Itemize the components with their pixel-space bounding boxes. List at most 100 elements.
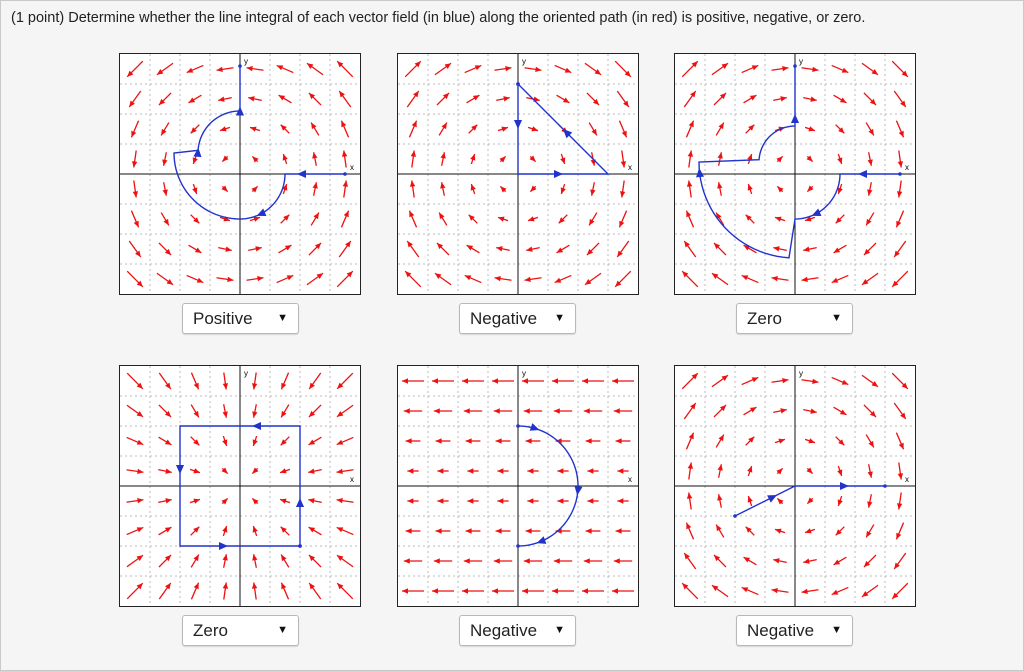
field-arrow-head [222, 411, 228, 418]
field-arrow-head [778, 438, 785, 444]
field-arrow-head [403, 408, 410, 414]
field-arrow-head [812, 378, 819, 385]
field-arrow-head [624, 70, 631, 77]
field-arrow-head [462, 378, 468, 384]
field-arrow-head [717, 494, 723, 501]
field-arrow-head [257, 275, 264, 282]
field-arrow-head [718, 122, 724, 130]
path-direction-arrow [513, 120, 523, 129]
field-arrow-head [837, 157, 843, 164]
field-arrow-head [470, 154, 476, 161]
field-arrow-head [833, 559, 841, 565]
field-arrow-head [501, 126, 508, 132]
field-arrow-head [164, 554, 172, 562]
field-arrow-head [434, 273, 442, 279]
field-arrow-head [691, 373, 698, 380]
field-arrow-head [497, 468, 504, 474]
field-arrow-head [252, 156, 259, 163]
field-arrow-head [620, 161, 627, 168]
field-arrow-head [898, 442, 904, 450]
field-arrow-head [221, 185, 228, 192]
field-arrow-head [402, 378, 408, 384]
field-arrow-head [495, 528, 502, 534]
field-arrow-head [717, 152, 723, 159]
path-direction-arrow [767, 495, 777, 503]
field-arrow-head [165, 498, 172, 504]
field-arrow-head [863, 560, 871, 568]
field-arrow-head [863, 248, 871, 256]
field-arrow-head [866, 218, 872, 226]
field-arrow-head [522, 378, 528, 384]
field-arrow-head [780, 96, 787, 102]
field-arrow-head [193, 526, 200, 533]
field-arrow-head [193, 468, 200, 474]
field-arrow-head [253, 216, 260, 222]
plot-2-canvas: xy [398, 54, 638, 294]
field-arrow-head [218, 96, 225, 102]
field-arrow-head [432, 588, 438, 594]
path-endpoint [516, 544, 520, 548]
field-arrow-head [747, 466, 753, 473]
field-arrow-head [193, 498, 200, 504]
chevron-down-icon: ▼ [831, 312, 842, 324]
field-arrow-head [838, 127, 845, 134]
field-arrow-head [308, 554, 316, 562]
field-arrow-head [336, 527, 344, 533]
answer-select-2[interactable]: Negative ▼ [459, 303, 576, 334]
field-arrow-head [684, 552, 690, 560]
field-arrow-head [897, 473, 904, 480]
field-arrow-head [585, 528, 592, 534]
field-arrow-head [165, 468, 172, 474]
field-arrow-head [308, 498, 315, 504]
answer-select-3[interactable]: Zero ▼ [736, 303, 853, 334]
path-endpoint [516, 424, 520, 428]
field-arrow-head [721, 63, 729, 69]
answer-select-1[interactable]: Positive ▼ [182, 303, 299, 334]
field-arrow-head [564, 67, 572, 73]
field-arrow-head [527, 468, 534, 474]
field-arrow-head [309, 582, 315, 590]
field-arrow-head [529, 155, 536, 162]
field-arrow-head [281, 554, 287, 562]
answer-select-6[interactable]: Negative ▼ [736, 615, 853, 646]
field-arrow-head [612, 378, 618, 384]
field-arrow-head [336, 411, 344, 417]
field-arrow-head [251, 383, 258, 390]
field-arrow-head [280, 468, 287, 474]
y-axis-label: y [522, 57, 526, 66]
field-arrow-head [166, 279, 174, 285]
field-arrow-head [801, 588, 808, 595]
field-arrow-head [252, 498, 259, 505]
field-arrow-head [617, 468, 624, 474]
field-arrow-head [861, 279, 869, 285]
field-arrow-head [337, 61, 344, 68]
field-arrow-head [193, 410, 199, 418]
field-arrow-head [136, 439, 144, 445]
plot-3-canvas: xy [675, 54, 915, 294]
field-arrow-head [474, 65, 482, 71]
field-arrow-head [621, 130, 627, 138]
x-axis-label: x [905, 475, 909, 484]
field-arrow-head [583, 408, 590, 414]
field-arrow-head [591, 128, 597, 136]
field-arrow-head [308, 439, 316, 445]
field-arrow-head [617, 498, 624, 504]
field-arrow-head [771, 275, 778, 282]
field-arrow-head [717, 464, 723, 471]
field-arrow-head [308, 92, 316, 100]
field-arrow-head [835, 217, 842, 224]
field-arrow-head [192, 157, 198, 164]
field-arrow-head [523, 408, 530, 414]
answer-select-4[interactable]: Zero ▼ [182, 615, 299, 646]
field-arrow-head [833, 247, 841, 253]
field-arrow-head [222, 439, 228, 446]
answer-select-5[interactable]: Negative ▼ [459, 615, 576, 646]
field-arrow-head [686, 180, 693, 187]
field-arrow-head [687, 462, 694, 469]
field-arrow-head [222, 582, 229, 589]
path-endpoint [733, 514, 737, 518]
chevron-down-icon: ▼ [554, 624, 565, 636]
field-arrow-head [894, 250, 900, 258]
